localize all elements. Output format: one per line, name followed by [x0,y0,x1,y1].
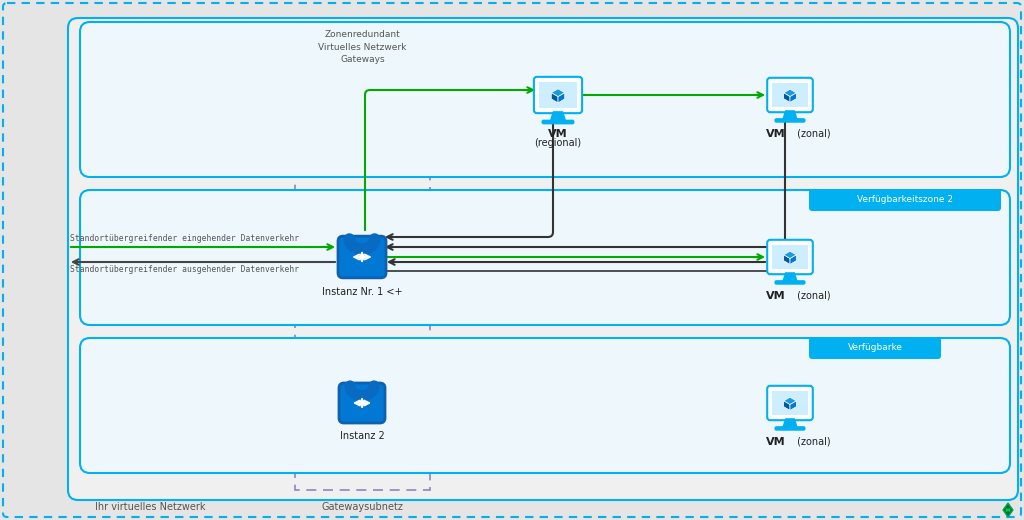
Polygon shape [550,111,566,121]
Text: Zonenredundant
Virtuelles Netzwerk
Gateways: Zonenredundant Virtuelles Netzwerk Gatew… [318,30,407,64]
FancyBboxPatch shape [68,18,1018,500]
Polygon shape [558,93,564,103]
FancyBboxPatch shape [774,118,806,123]
FancyBboxPatch shape [809,189,1001,211]
Text: Standortübergreifender eingehender Datenverkehr: Standortübergreifender eingehender Daten… [70,234,299,243]
Text: (regional): (regional) [535,138,582,148]
Polygon shape [783,255,790,264]
FancyBboxPatch shape [767,240,813,274]
FancyBboxPatch shape [809,337,941,359]
Polygon shape [783,397,797,405]
FancyBboxPatch shape [542,120,574,124]
FancyBboxPatch shape [767,78,813,112]
Text: Standortübergreifender ausgehender Datenverkehr: Standortübergreifender ausgehender Daten… [70,265,299,274]
FancyBboxPatch shape [772,245,808,269]
Polygon shape [783,401,790,410]
Polygon shape [782,110,798,119]
Text: VM: VM [766,129,786,139]
FancyBboxPatch shape [3,3,1021,517]
Text: Instanz 2: Instanz 2 [340,431,384,441]
Text: (zonal): (zonal) [794,291,830,301]
Polygon shape [1004,503,1013,517]
Polygon shape [790,255,797,264]
Text: VM: VM [548,129,568,139]
Polygon shape [783,89,797,97]
FancyBboxPatch shape [772,391,808,415]
FancyBboxPatch shape [80,22,1010,177]
Text: Ihr virtuelles Netzwerk: Ihr virtuelles Netzwerk [95,502,205,512]
Text: VM: VM [766,291,786,301]
Polygon shape [790,401,797,410]
Polygon shape [783,93,790,102]
Text: Verfügbarke: Verfügbarke [848,344,902,353]
Text: Verfügbarkeitszone 2: Verfügbarkeitszone 2 [857,196,953,204]
FancyBboxPatch shape [80,338,1010,473]
Polygon shape [551,93,558,103]
FancyBboxPatch shape [772,83,808,107]
FancyBboxPatch shape [80,190,1010,325]
FancyBboxPatch shape [539,82,578,108]
Text: (zonal): (zonal) [794,437,830,447]
Polygon shape [783,251,797,258]
Polygon shape [790,93,797,102]
FancyBboxPatch shape [774,426,806,431]
FancyBboxPatch shape [534,77,582,113]
FancyBboxPatch shape [339,383,385,423]
Text: VM: VM [766,437,786,447]
Polygon shape [782,418,798,427]
FancyBboxPatch shape [774,280,806,285]
FancyBboxPatch shape [338,236,386,278]
Text: Gatewaysubnetz: Gatewaysubnetz [322,502,402,512]
Text: Instanz Nr. 1 <+: Instanz Nr. 1 <+ [322,287,402,297]
Polygon shape [551,89,564,97]
Text: (zonal): (zonal) [794,129,830,139]
FancyBboxPatch shape [767,386,813,420]
Polygon shape [782,272,798,281]
